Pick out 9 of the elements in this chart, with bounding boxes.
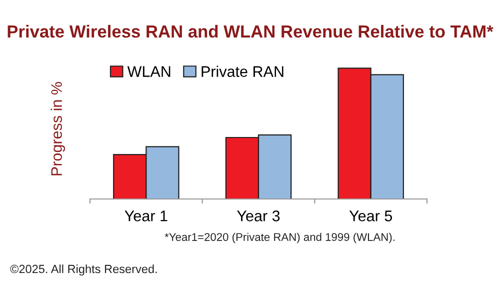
legend-label: WLAN (127, 66, 170, 77)
x-tick-label: Year 3 (237, 210, 280, 222)
legend-label: Private RAN (202, 66, 284, 77)
chart-title: Private Wireless RAN and WLAN Revenue Relative to TAM* (8, 24, 494, 38)
y-axis-title: Progress in % (50, 82, 65, 176)
x-tick-label: Year 1 (124, 210, 168, 222)
text: *Year1=2020 (Private RAN) and 1999 (WLAN). (164, 232, 394, 244)
x-tick-label: Year 5 (349, 210, 392, 222)
text: ©2025. All Rights Reserved. (10, 264, 157, 276)
